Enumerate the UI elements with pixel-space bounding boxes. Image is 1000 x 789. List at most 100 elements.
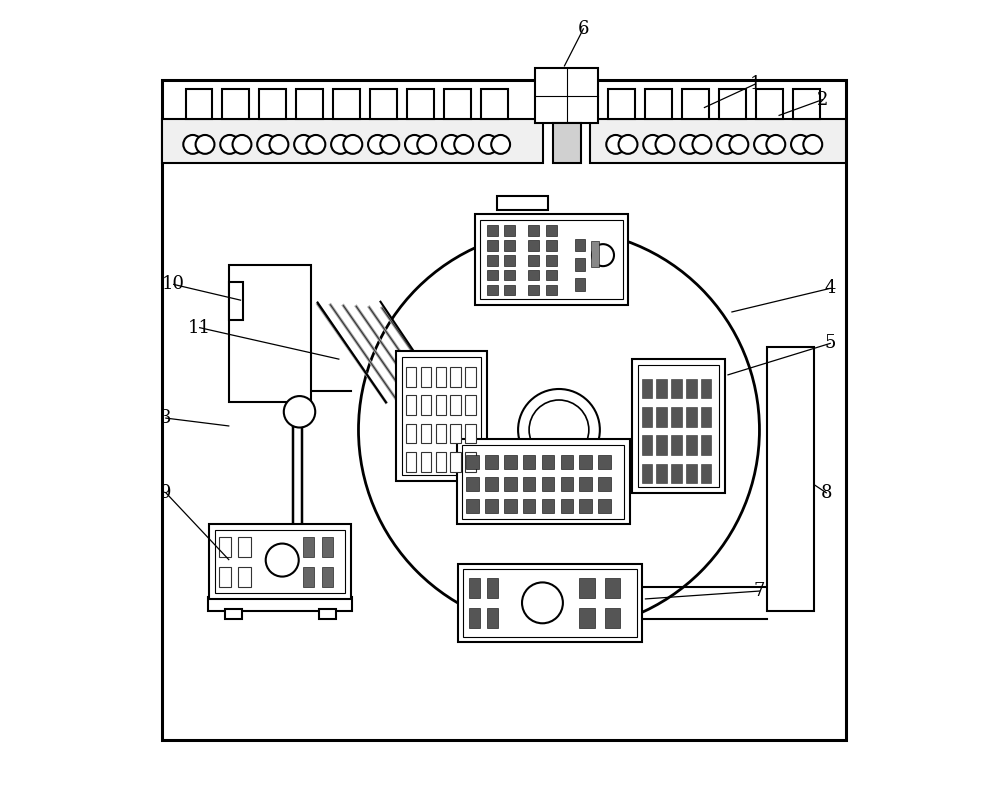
Text: 5: 5 (825, 335, 836, 353)
Circle shape (233, 135, 251, 154)
Bar (504, 226, 515, 236)
Circle shape (269, 135, 288, 154)
Bar (469, 578, 480, 598)
Bar (632, 359, 725, 493)
Bar (793, 89, 820, 119)
Bar (598, 477, 611, 492)
Bar (579, 499, 592, 513)
Bar (671, 464, 682, 484)
Bar (402, 357, 481, 476)
Circle shape (518, 389, 600, 471)
Bar (465, 367, 476, 387)
Bar (642, 379, 652, 398)
Bar (208, 596, 352, 611)
Bar (487, 256, 498, 266)
Bar (523, 499, 535, 513)
Bar (487, 241, 498, 251)
Bar (608, 89, 635, 119)
Bar (466, 455, 479, 469)
Circle shape (479, 135, 498, 154)
Bar (756, 89, 783, 119)
Bar (528, 271, 539, 281)
Bar (259, 89, 286, 119)
Bar (450, 395, 461, 415)
Text: 8: 8 (821, 484, 832, 502)
Bar (462, 445, 624, 518)
Bar (598, 455, 611, 469)
Text: 2: 2 (817, 91, 828, 109)
Bar (523, 455, 535, 469)
Bar (642, 436, 652, 455)
Bar (162, 80, 846, 740)
Bar (542, 499, 554, 513)
Bar (701, 407, 711, 427)
Bar (162, 119, 543, 163)
Circle shape (766, 135, 785, 154)
Bar (444, 89, 471, 119)
Circle shape (368, 135, 387, 154)
Circle shape (306, 135, 325, 154)
Bar (219, 537, 231, 557)
Bar (406, 452, 416, 472)
Bar (487, 271, 498, 281)
Bar (579, 477, 592, 492)
Bar (225, 609, 242, 619)
Bar (466, 477, 479, 492)
Text: 1: 1 (750, 75, 761, 93)
Bar (528, 285, 539, 295)
Bar (579, 455, 592, 469)
Bar (303, 537, 314, 557)
Circle shape (442, 135, 461, 154)
Bar (497, 196, 548, 210)
Bar (485, 477, 498, 492)
Text: 10: 10 (162, 275, 185, 294)
Bar (296, 89, 323, 119)
Bar (638, 365, 719, 488)
Bar (561, 477, 573, 492)
Bar (407, 89, 434, 119)
Bar (450, 452, 461, 472)
Bar (656, 436, 667, 455)
Bar (406, 367, 416, 387)
Text: 7: 7 (754, 582, 765, 600)
Bar (656, 379, 667, 398)
Bar (767, 347, 814, 611)
Circle shape (803, 135, 822, 154)
Circle shape (220, 135, 239, 154)
Bar (215, 529, 345, 593)
Bar (656, 407, 667, 427)
Text: 6: 6 (578, 20, 589, 38)
Bar (642, 464, 652, 484)
Circle shape (729, 135, 748, 154)
Bar (465, 424, 476, 443)
Bar (656, 464, 667, 484)
Bar (322, 567, 333, 587)
Bar (535, 68, 598, 123)
Bar (546, 271, 557, 281)
Bar (436, 452, 446, 472)
Bar (686, 436, 697, 455)
Circle shape (717, 135, 736, 154)
Bar (575, 279, 585, 290)
Bar (542, 455, 554, 469)
Bar (481, 89, 508, 119)
Bar (575, 259, 585, 271)
Circle shape (656, 135, 674, 154)
Bar (487, 578, 498, 598)
Bar (528, 241, 539, 251)
Circle shape (183, 135, 202, 154)
Bar (303, 567, 314, 587)
Circle shape (491, 135, 510, 154)
Bar (671, 436, 682, 455)
Bar (396, 351, 487, 481)
Circle shape (643, 135, 662, 154)
Bar (219, 567, 231, 587)
Bar (436, 424, 446, 443)
Bar (487, 285, 498, 295)
Circle shape (417, 135, 436, 154)
Text: 3: 3 (160, 409, 172, 427)
Bar (370, 89, 397, 119)
Bar (719, 89, 746, 119)
Circle shape (331, 135, 350, 154)
Circle shape (592, 244, 614, 266)
